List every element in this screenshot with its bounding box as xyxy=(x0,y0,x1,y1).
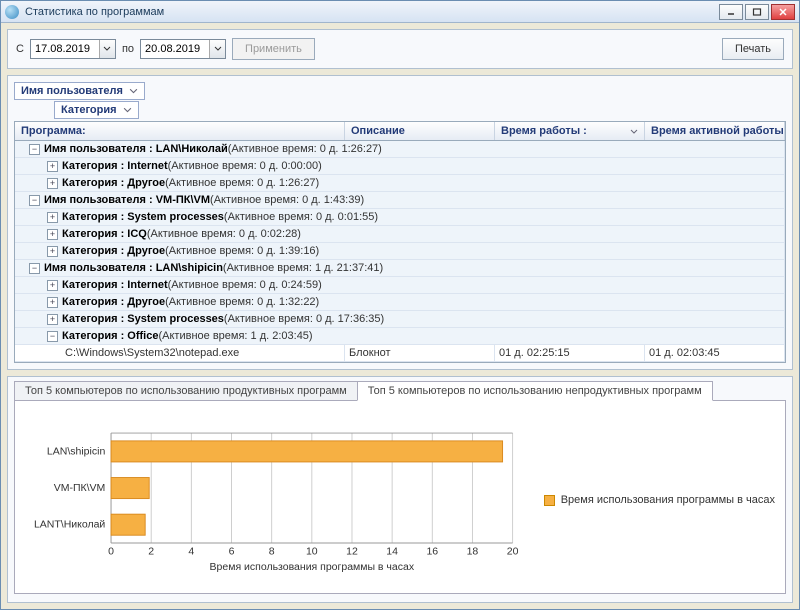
to-date-picker[interactable] xyxy=(140,39,226,59)
to-date-dropdown-icon[interactable] xyxy=(209,40,225,58)
date-toolbar: С по Применить Печать xyxy=(7,29,793,69)
chart-tabs: Топ 5 компьютеров по использованию проду… xyxy=(14,381,786,401)
svg-text:LANT\Николай: LANT\Николай xyxy=(34,519,105,531)
expand-icon[interactable]: − xyxy=(29,263,40,274)
sort-icon xyxy=(129,87,138,96)
group-chip-user[interactable]: Имя пользователя xyxy=(14,82,145,100)
table-row[interactable]: +Категория : System processes (Активное … xyxy=(15,311,785,328)
groupby-row-2: Категория xyxy=(54,101,786,119)
legend-swatch xyxy=(544,495,555,506)
bar-chart: 0 2 4 6 8 10 12 14 16 18 20 LAN\shipicin VM-ПК\VM LAN… xyxy=(25,411,532,589)
app-icon xyxy=(5,5,19,19)
sort-icon xyxy=(123,106,132,115)
tab-unproductive[interactable]: Топ 5 компьютеров по использованию непро… xyxy=(357,381,713,401)
table-row[interactable]: −Имя пользователя : VM-ПК\VM (Активное в… xyxy=(15,192,785,209)
col-description[interactable]: Описание xyxy=(345,122,495,140)
maximize-button[interactable] xyxy=(745,4,769,20)
expand-icon[interactable]: + xyxy=(47,297,58,308)
table-row[interactable]: −Имя пользователя : LAN\shipicin (Активн… xyxy=(15,260,785,277)
grid-body: −Имя пользователя : LAN\Николай (Активно… xyxy=(15,141,785,362)
from-label: С xyxy=(16,43,24,55)
from-date-input[interactable] xyxy=(31,43,99,55)
content-area: С по Применить Печать Имя пользователя xyxy=(1,23,799,609)
chart-area: 0 2 4 6 8 10 12 14 16 18 20 LAN\shipicin VM-ПК\VM LAN… xyxy=(14,400,786,594)
from-date-dropdown-icon[interactable] xyxy=(99,40,115,58)
window-title: Статистика по программам xyxy=(25,6,719,18)
table-row[interactable]: +Категория : Internet (Активное время: 0… xyxy=(15,277,785,294)
expand-icon[interactable]: − xyxy=(47,331,58,342)
col-program[interactable]: Программа: xyxy=(15,122,345,140)
svg-text:12: 12 xyxy=(346,545,358,557)
expand-icon[interactable]: + xyxy=(47,280,58,291)
expand-icon[interactable]: − xyxy=(29,195,40,206)
group-chip-category[interactable]: Категория xyxy=(54,101,139,119)
svg-text:14: 14 xyxy=(386,545,398,557)
table-row[interactable]: −Имя пользователя : LAN\Николай (Активно… xyxy=(15,141,785,158)
col-activetime[interactable]: Время активной работы xyxy=(645,122,785,140)
svg-text:6: 6 xyxy=(229,545,235,557)
expand-icon[interactable]: + xyxy=(47,229,58,240)
groupby-row: Имя пользователя xyxy=(14,82,786,100)
to-label: по xyxy=(122,43,134,55)
chart-panel: Топ 5 компьютеров по использованию проду… xyxy=(7,376,793,603)
data-grid[interactable]: Программа: Описание Время работы : Время… xyxy=(14,121,786,363)
svg-text:VM-ПК\VM: VM-ПК\VM xyxy=(54,482,106,494)
expand-icon[interactable]: + xyxy=(47,212,58,223)
svg-text:8: 8 xyxy=(269,545,275,557)
svg-text:20: 20 xyxy=(507,545,519,557)
expand-icon[interactable]: + xyxy=(47,178,58,189)
table-row[interactable]: +Категория : Другое (Активное время: 0 д… xyxy=(15,243,785,260)
table-row[interactable]: C:\Windows\System32\notepad.exeБлокнот01… xyxy=(15,345,785,362)
svg-text:18: 18 xyxy=(467,545,479,557)
sort-desc-icon xyxy=(630,128,638,135)
grid-header: Программа: Описание Время работы : Время… xyxy=(15,122,785,141)
chart-legend: Время использования программы в часах xyxy=(532,494,775,506)
to-date-input[interactable] xyxy=(141,43,209,55)
expand-icon[interactable]: + xyxy=(47,161,58,172)
table-row[interactable]: +Категория : ICQ (Активное время: 0 д. 0… xyxy=(15,226,785,243)
minimize-button[interactable] xyxy=(719,4,743,20)
titlebar: Статистика по программам xyxy=(1,1,799,23)
expand-icon[interactable]: + xyxy=(47,246,58,257)
table-row[interactable]: +Категория : System processes (Активное … xyxy=(15,209,785,226)
expand-icon[interactable]: + xyxy=(47,314,58,325)
print-button[interactable]: Печать xyxy=(722,38,784,60)
svg-text:Время использования программы: Время использования программы в часах xyxy=(210,561,415,573)
svg-text:2: 2 xyxy=(148,545,154,557)
close-button[interactable] xyxy=(771,4,795,20)
from-date-picker[interactable] xyxy=(30,39,116,59)
svg-text:16: 16 xyxy=(426,545,438,557)
svg-text:0: 0 xyxy=(108,545,114,557)
svg-text:LAN\shipicin: LAN\shipicin xyxy=(47,445,106,457)
legend-label: Время использования программы в часах xyxy=(561,494,775,506)
svg-text:4: 4 xyxy=(188,545,194,557)
expand-icon[interactable]: − xyxy=(29,144,40,155)
table-row[interactable]: +Категория : Другое (Активное время: 0 д… xyxy=(15,175,785,192)
grid-panel: Имя пользователя Категория Программа: Оп… xyxy=(7,75,793,370)
svg-text:10: 10 xyxy=(306,545,318,557)
app-window: Статистика по программам С по Применить … xyxy=(0,0,800,610)
table-row[interactable]: −Категория : Office (Активное время: 1 д… xyxy=(15,328,785,345)
apply-button[interactable]: Применить xyxy=(232,38,315,60)
col-worktime[interactable]: Время работы : xyxy=(495,122,645,140)
tab-productive[interactable]: Топ 5 компьютеров по использованию проду… xyxy=(14,381,358,401)
table-row[interactable]: +Категория : Internet (Активное время: 0… xyxy=(15,158,785,175)
group-chip-category-label: Категория xyxy=(61,104,117,116)
group-chip-user-label: Имя пользователя xyxy=(21,85,123,97)
table-row[interactable]: +Категория : Другое (Активное время: 0 д… xyxy=(15,294,785,311)
window-controls xyxy=(719,4,795,20)
